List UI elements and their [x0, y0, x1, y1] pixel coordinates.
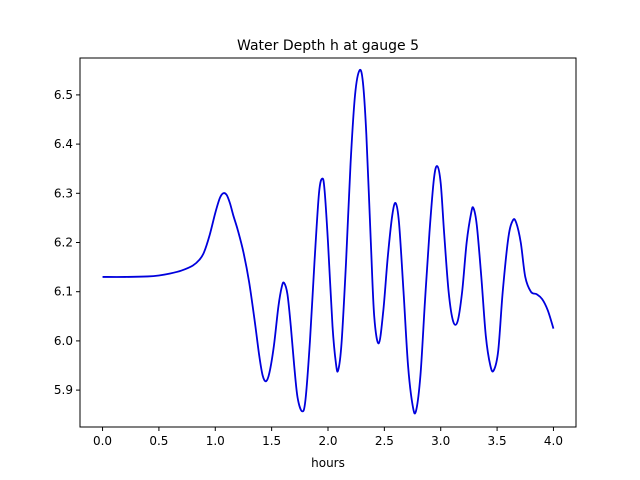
y-tick-label: 6.5	[54, 88, 73, 102]
y-tick-label: 6.3	[54, 186, 73, 200]
plot-area	[102, 68, 555, 415]
x-tick-label: 1.5	[262, 434, 281, 448]
x-tick-label: 2.0	[318, 434, 337, 448]
x-tick-label: 2.5	[375, 434, 394, 448]
x-tick-label: 3.0	[431, 434, 450, 448]
x-tick-label: 1.0	[206, 434, 225, 448]
x-axis-label: hours	[311, 456, 345, 470]
y-tick-label: 6.4	[54, 137, 73, 151]
series-line	[102, 68, 555, 415]
x-tick-label: 0.0	[93, 434, 112, 448]
y-tick-label: 6.0	[54, 334, 73, 348]
plot-frame	[79, 57, 577, 428]
x-tick-label: 4.0	[544, 434, 563, 448]
y-tick-label: 6.2	[54, 236, 73, 250]
y-tick-label: 5.9	[54, 383, 73, 397]
x-tick-label: 0.5	[149, 434, 168, 448]
chart-title: Water Depth h at gauge 5	[237, 38, 419, 54]
y-axis-ticks: 5.9 6.0 6.1 6.2 6.3 6.4 6.5	[54, 88, 80, 397]
x-axis-ticks: 0.0 0.5 1.0 1.5 2.0 2.5 3.0 3.5 4.0	[93, 427, 563, 448]
y-tick-label: 6.1	[54, 285, 73, 299]
x-tick-label: 3.5	[488, 434, 507, 448]
